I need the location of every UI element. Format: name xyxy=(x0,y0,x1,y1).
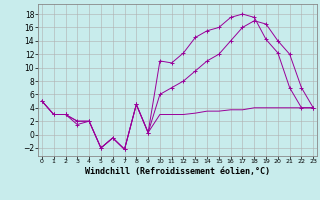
X-axis label: Windchill (Refroidissement éolien,°C): Windchill (Refroidissement éolien,°C) xyxy=(85,167,270,176)
